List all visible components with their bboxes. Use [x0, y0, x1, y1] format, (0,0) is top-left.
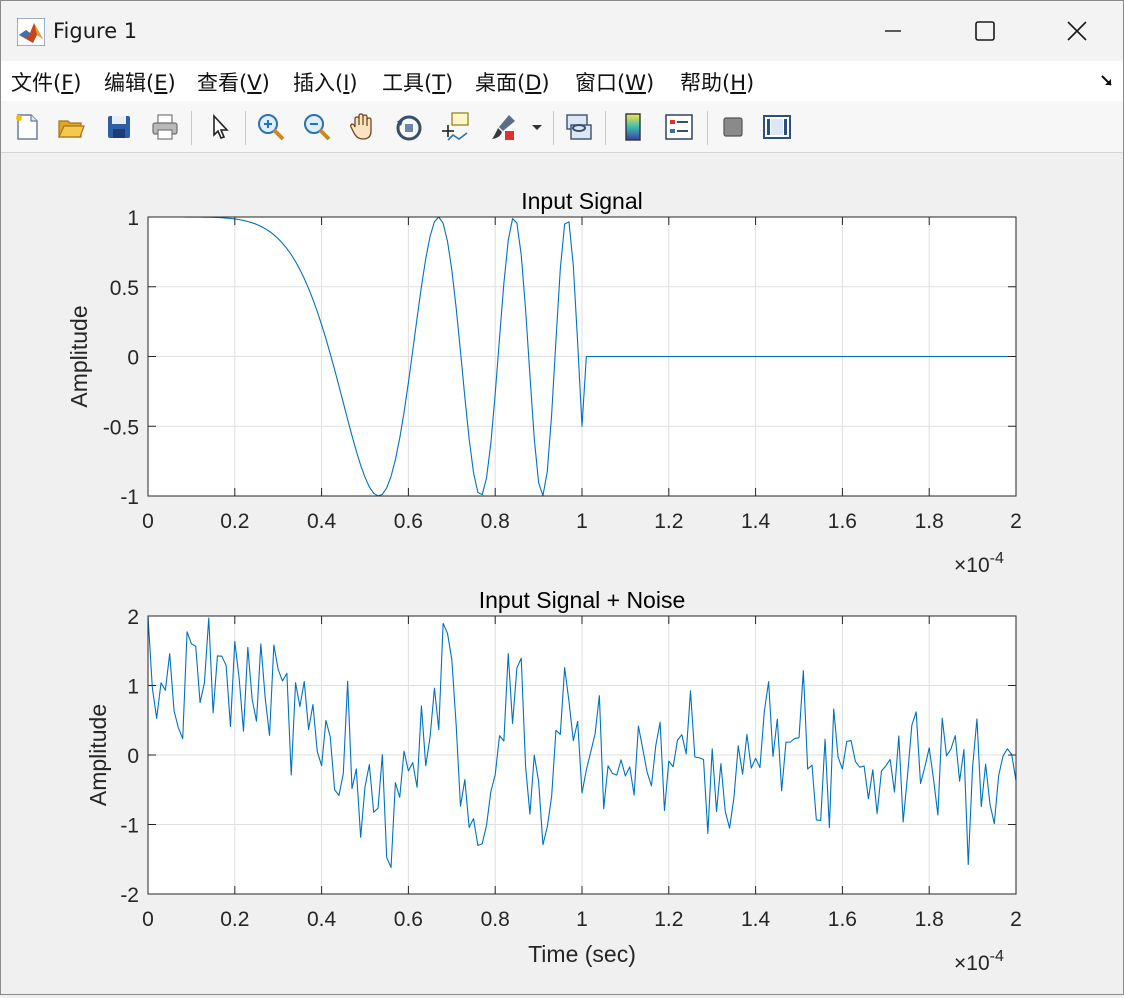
menu-view[interactable]: 查看(V) [197, 71, 270, 95]
ax0-x-tick-label: 2 [1010, 510, 1022, 533]
ax1-chart-title: Input Signal + Noise [479, 587, 686, 613]
insert-colorbar-button[interactable] [615, 109, 651, 145]
close-icon [1067, 21, 1087, 41]
ax0-x-tick-label: 0.6 [394, 510, 423, 533]
brush-dropdown-icon [532, 125, 542, 130]
ax0-y-tick-label: -1 [120, 486, 139, 509]
ax0-y-tick-label: 0.5 [110, 277, 139, 300]
ax1-y-tick-label: 1 [127, 676, 139, 699]
hide-plot-tools-button[interactable] [715, 109, 751, 145]
ax1-x-tick-label: 0.4 [307, 908, 337, 931]
pan-hand-icon [350, 113, 372, 140]
hide-plot-tools-icon [723, 117, 743, 137]
show-plot-tools-button[interactable] [759, 109, 795, 145]
plot-area: 0 0.2 0.4 0.6 0.8 1 1.2 1.4 1.6 1.8 2 -1 -0.5 0 0.5 1 In… [66, 188, 1022, 975]
save-button[interactable] [101, 109, 137, 145]
ax1-x-axis-label: Time (sec) [528, 941, 636, 967]
pan-button[interactable] [345, 109, 381, 145]
ax0-x-tick-label: 1 [576, 510, 588, 533]
ax0-x-tick-label: 1.4 [741, 510, 771, 533]
window-title: Figure 1 [53, 19, 138, 43]
ax1-x-tick-label: 0.6 [394, 908, 423, 931]
menu-desktop[interactable]: 桌面(D) [475, 71, 550, 95]
ax0-y-tick-label: -0.5 [103, 416, 139, 439]
ax1-x-tick-label: 1.4 [741, 908, 771, 931]
maximize-button[interactable] [939, 1, 1031, 61]
menu-insert[interactable]: 插入(I) [293, 71, 358, 95]
maximize-icon [975, 21, 995, 41]
dock-figure-icon[interactable] [1099, 73, 1115, 89]
zoom-in-icon [258, 114, 285, 141]
colorbar-icon [625, 113, 641, 141]
ax1-x-tick-label: 1.2 [654, 908, 683, 931]
ax1-x-tick-label: 2 [1010, 908, 1022, 931]
ax0-x-tick-label: 0.8 [481, 510, 510, 533]
ax0-x-tick-label: 0 [142, 510, 154, 533]
ax1-x-exponent-label: ×10-4 [954, 948, 1004, 975]
ax0-x-tick-label: 0.4 [307, 510, 337, 533]
matlab-logo-icon [17, 18, 45, 46]
show-plot-tools-icon [763, 115, 791, 139]
ax1-x-tick-label: 1.6 [828, 908, 857, 931]
open-file-button[interactable] [53, 109, 89, 145]
zoom-out-icon [304, 114, 331, 141]
brush-dropdown-button[interactable] [527, 109, 547, 145]
ax0-x-tick-label: 1.6 [828, 510, 857, 533]
zoom-out-button[interactable] [299, 109, 335, 145]
zoom-in-button[interactable] [253, 109, 289, 145]
title-bar[interactable]: Figure 1 [1, 1, 1123, 61]
ax1-y-axis-label: Amplitude [85, 704, 111, 806]
rotate-3d-icon [396, 115, 422, 141]
menu-help[interactable]: 帮助(H) [680, 71, 755, 95]
menu-tools[interactable]: 工具(T) [382, 71, 454, 95]
close-button[interactable] [1031, 1, 1123, 61]
ax1-y-tick-label: -1 [120, 815, 139, 838]
ax1-x-tick-label: 1.8 [915, 908, 944, 931]
ax0-x-tick-label: 0.2 [220, 510, 249, 533]
edit-plot-button[interactable] [201, 109, 237, 145]
new-figure-button[interactable] [9, 109, 45, 145]
insert-legend-button[interactable] [661, 109, 697, 145]
data-cursor-button[interactable] [437, 109, 473, 145]
ax1-series-line [147, 615, 1017, 869]
rotate-3d-button[interactable] [391, 109, 427, 145]
ax1-y-tick-label: -2 [120, 884, 139, 907]
brush-button[interactable] [485, 109, 521, 145]
menu-window[interactable]: 窗口(W) [575, 71, 655, 95]
ax0-chart-title: Input Signal [521, 188, 642, 214]
figure-canvas[interactable]: 0 0.2 0.4 0.6 0.8 1 1.2 1.4 1.6 1.8 2 -1 -0.5 0 0.5 1 In… [1, 154, 1123, 994]
minimize-icon [885, 30, 901, 32]
link-plot-button[interactable] [561, 109, 597, 145]
pointer-icon [213, 113, 229, 139]
ax1-x-tick-label: 0 [142, 908, 154, 931]
print-button[interactable] [147, 109, 183, 145]
data-cursor-icon [442, 112, 469, 141]
open-file-icon [58, 120, 85, 138]
ax0-y-axis-label: Amplitude [66, 305, 92, 407]
save-icon [108, 116, 130, 138]
ax0-y-tick-label: 1 [127, 207, 139, 230]
ax0-y-tick-label: 0 [127, 347, 139, 370]
ax0-x-exponent-label: ×10-4 [954, 550, 1004, 577]
brush-icon [492, 115, 515, 140]
menu-bar: 文件(F) 编辑(E) 查看(V) 插入(I) 工具(T) 桌面(D) 窗口(W… [1, 61, 1123, 101]
ax0-series-line [148, 216, 1016, 497]
new-figure-icon [16, 114, 38, 140]
link-plot-icon [566, 114, 592, 140]
ax0-x-tick-label: 1.8 [915, 510, 944, 533]
ax1-x-tick-label: 0.8 [481, 908, 510, 931]
ax1-x-tick-label: 1 [576, 908, 588, 931]
print-icon [152, 114, 178, 140]
ax1-y-tick-label: 2 [127, 606, 139, 629]
ax0-x-tick-label: 1.2 [654, 510, 683, 533]
legend-icon [665, 114, 693, 140]
figure-toolbar [1, 101, 1123, 153]
menu-edit[interactable]: 编辑(E) [104, 71, 176, 95]
menu-file[interactable]: 文件(F) [11, 71, 82, 95]
ax1-y-tick-label: 0 [127, 745, 139, 768]
ax1-x-tick-label: 0.2 [220, 908, 249, 931]
minimize-button[interactable] [847, 1, 939, 61]
